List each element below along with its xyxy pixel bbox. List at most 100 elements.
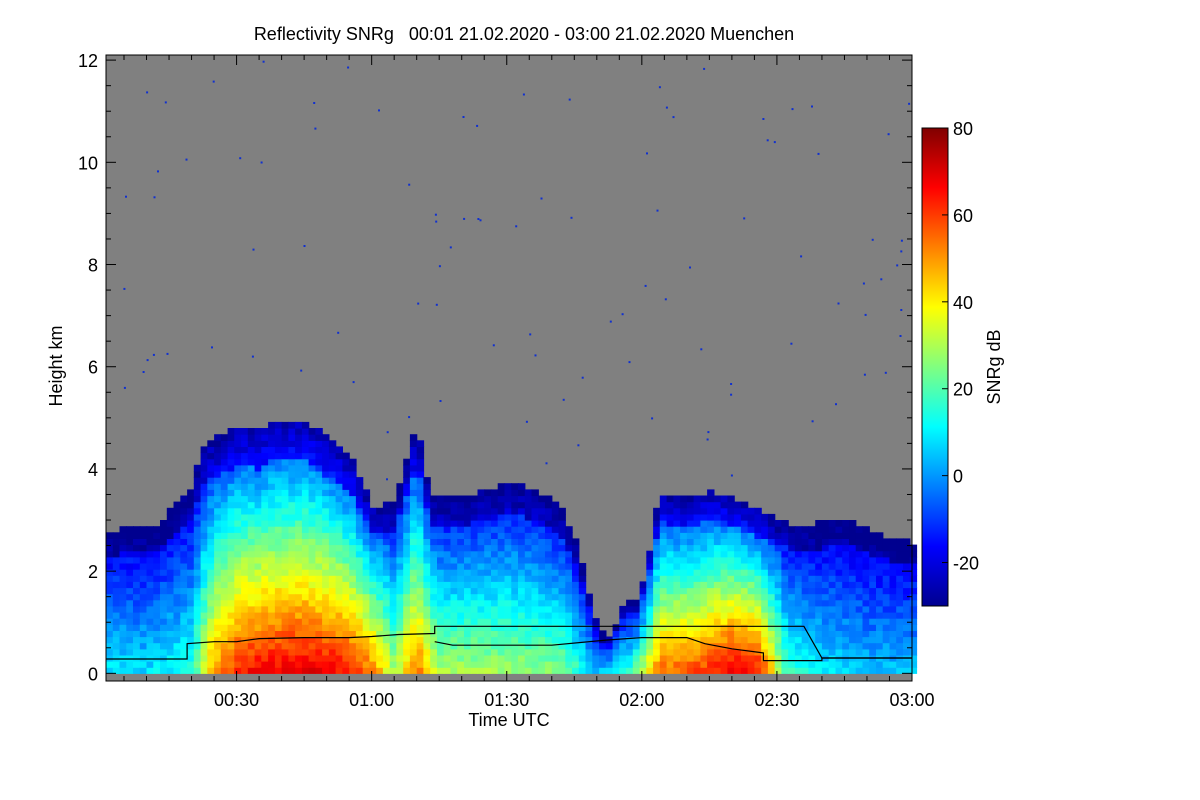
heatmap-cell <box>599 642 607 650</box>
heatmap-cell <box>903 624 911 631</box>
heatmap-cell <box>734 532 742 539</box>
heatmap-cell <box>369 550 377 558</box>
heatmap-cell <box>646 618 654 625</box>
speckle <box>646 152 648 155</box>
heatmap-cell <box>484 501 492 509</box>
heatmap-cell <box>295 446 303 454</box>
heatmap-cell <box>119 618 127 625</box>
heatmap-cell <box>903 605 911 613</box>
heatmap-cell <box>842 526 850 533</box>
heatmap-cell <box>288 593 296 601</box>
heatmap-cell <box>545 563 553 570</box>
heatmap-cell <box>187 532 195 539</box>
heatmap-cell <box>720 648 728 656</box>
heatmap-cell <box>653 661 661 668</box>
heatmap-cell <box>551 618 560 625</box>
heatmap-cell <box>274 538 283 546</box>
heatmap-cell <box>193 667 202 674</box>
heatmap-cell <box>416 556 425 564</box>
heatmap-cell <box>713 618 722 625</box>
heatmap-cell <box>220 593 229 601</box>
heatmap-cell <box>720 532 728 539</box>
heatmap-cell <box>511 550 519 558</box>
heatmap-cell <box>315 428 323 435</box>
heatmap-cell <box>876 648 884 656</box>
heatmap-cell <box>200 526 208 533</box>
heatmap-cell <box>700 642 708 650</box>
heatmap-cell <box>396 489 404 497</box>
heatmap-cell <box>342 544 350 552</box>
heatmap-cell <box>585 599 593 607</box>
heatmap-cell <box>666 538 674 546</box>
heatmap-cell <box>551 654 560 662</box>
heatmap-cell <box>761 569 769 576</box>
heatmap-cell <box>578 599 587 607</box>
heatmap-cell <box>443 544 452 552</box>
heatmap-cell <box>328 593 337 601</box>
heatmap-cell <box>335 452 343 460</box>
heatmap-cell <box>680 532 688 539</box>
heatmap-cell <box>835 661 843 668</box>
heatmap-cell <box>545 538 553 546</box>
heatmap-cell <box>268 667 276 674</box>
heatmap-cell <box>497 667 506 674</box>
heatmap-cell <box>707 569 715 576</box>
heatmap-cell <box>396 599 404 607</box>
speckle <box>562 398 565 401</box>
y-tick-label: 10 <box>78 153 98 173</box>
speckle <box>651 417 654 420</box>
heatmap-cell <box>727 575 735 582</box>
heatmap-cell <box>160 605 168 613</box>
heatmap-cell <box>849 520 857 527</box>
heatmap-cell <box>187 489 195 497</box>
heatmap-cell <box>430 624 438 631</box>
heatmap-cell <box>747 636 755 644</box>
heatmap-cell <box>328 618 337 625</box>
heatmap-cell <box>815 599 823 607</box>
heatmap-cell <box>443 593 452 601</box>
heatmap-cell <box>646 605 654 613</box>
heatmap-cell <box>403 513 411 521</box>
heatmap-cell <box>653 654 661 662</box>
heatmap-cell <box>234 654 242 662</box>
heatmap-cell <box>734 563 742 570</box>
heatmap-cell <box>254 434 262 441</box>
heatmap-cell <box>592 642 600 650</box>
heatmap-cell <box>308 526 316 533</box>
heatmap-cell <box>295 507 303 515</box>
heatmap-cell <box>261 556 269 564</box>
heatmap-cell <box>707 587 715 595</box>
heatmap-cell <box>355 642 364 650</box>
heatmap-cell <box>247 605 256 613</box>
heatmap-cell <box>355 593 364 601</box>
heatmap-cell <box>295 630 303 638</box>
heatmap-cell <box>247 520 256 527</box>
heatmap-cell <box>200 569 208 576</box>
heatmap-cell <box>484 513 492 521</box>
heatmap-cell <box>788 593 796 601</box>
heatmap-cell <box>578 654 587 662</box>
heatmap-cell <box>632 618 641 625</box>
colorbar-tick-label: -20 <box>953 554 979 574</box>
heatmap-cell <box>335 550 343 558</box>
heatmap-cell <box>146 575 154 582</box>
heatmap-cell <box>328 458 337 466</box>
heatmap-cell <box>301 440 310 447</box>
heatmap-cell <box>801 556 810 564</box>
heatmap-cell <box>349 593 357 601</box>
heatmap-cell <box>491 544 499 552</box>
heatmap-cell <box>241 526 249 533</box>
heatmap-cell <box>565 556 573 564</box>
heatmap-cell <box>288 587 296 595</box>
heatmap-cell <box>734 587 742 595</box>
heatmap-cell <box>835 624 843 631</box>
heatmap-cell <box>673 593 681 601</box>
heatmap-cell <box>862 563 870 570</box>
heatmap-cell <box>315 575 323 582</box>
heatmap-cell <box>794 526 803 533</box>
heatmap-cell <box>666 501 674 509</box>
heatmap-cell <box>619 624 627 631</box>
heatmap-cell <box>653 538 661 546</box>
heatmap-cell <box>437 550 445 558</box>
heatmap-cell <box>781 575 789 582</box>
